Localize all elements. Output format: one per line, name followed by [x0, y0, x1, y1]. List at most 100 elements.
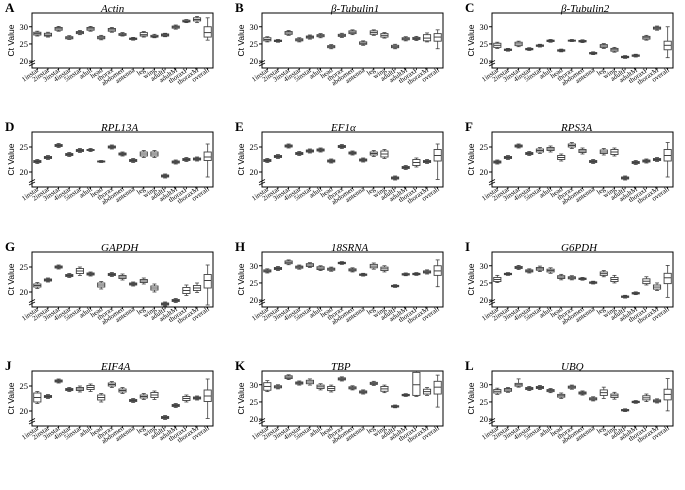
box-thoraxF [412, 272, 421, 276]
box-thoraxF [412, 35, 421, 41]
box-iqr [663, 272, 672, 285]
box-5instar [75, 148, 84, 153]
box-antenna [359, 272, 368, 277]
y-axis-label: Ct Value [236, 24, 246, 56]
y-axis-label: Ct Value [6, 382, 16, 414]
x-tick-label: leg [135, 424, 147, 436]
box-iqr [433, 380, 442, 395]
y-tick-label: 20 [20, 406, 29, 416]
box-abdomen [348, 150, 357, 156]
box-2instar [43, 277, 53, 283]
box-2instar [273, 39, 283, 43]
box-thoraxM [422, 32, 432, 43]
box-antenna [359, 157, 368, 163]
box-5instar [305, 378, 314, 386]
box-adultF [621, 55, 630, 59]
box-antenna [129, 281, 138, 287]
box-head [97, 281, 106, 290]
axis-break-mark [258, 60, 266, 67]
box-3instar [514, 40, 523, 48]
box-overall [433, 29, 442, 50]
box-3instar [54, 378, 63, 384]
box-adultM [631, 53, 640, 58]
y-tick-label: 30 [20, 22, 29, 32]
box-head [557, 153, 566, 162]
box-1instar [493, 41, 502, 49]
y-tick-label: 30 [480, 261, 489, 271]
box-wing [380, 265, 389, 273]
box-thoraxM [192, 156, 202, 162]
y-tick-label: 30 [250, 261, 259, 271]
box-adultM [171, 24, 180, 30]
box-thoraxM [652, 398, 662, 404]
box-2instar [273, 154, 283, 159]
box-leg [369, 380, 378, 386]
y-tick-label: 30 [250, 22, 259, 32]
box-leg [599, 270, 608, 278]
y-tick-label: 20 [250, 295, 259, 305]
y-axis-label: Ct Value [466, 143, 476, 175]
box-thoraxF [182, 394, 191, 403]
box-2instar [503, 48, 513, 52]
box-thoraxF [412, 370, 421, 397]
box-thorax [567, 142, 576, 149]
box-leg [369, 262, 378, 270]
box-thoraxM [652, 25, 662, 31]
box-overall [433, 143, 442, 180]
box-adultM [171, 403, 180, 408]
box-5instar [75, 266, 84, 276]
box-abdomen [348, 29, 357, 36]
y-axis-label: Ct Value [236, 263, 246, 295]
box-wing [380, 149, 389, 159]
box-thoraxM [652, 157, 662, 162]
box-head [557, 48, 566, 53]
axis-break-mark [488, 418, 496, 425]
box-adultF [391, 175, 400, 181]
x-tick-label: leg [595, 305, 607, 317]
box-1instar [263, 36, 272, 43]
box-antenna [589, 159, 598, 164]
y-tick-label: 25 [480, 142, 489, 152]
box-3instar [284, 259, 293, 266]
box-adult [546, 39, 555, 43]
box-leg [599, 386, 608, 399]
axis-break-mark [28, 179, 36, 186]
box-3instar [284, 30, 293, 36]
box-adultF [161, 415, 170, 420]
box-adult [316, 265, 325, 271]
axis-break-mark [488, 179, 496, 186]
box-adultM [401, 165, 410, 170]
y-axis-label: Ct Value [6, 24, 16, 56]
y-tick-label: 25 [250, 39, 259, 49]
box-overall [663, 265, 672, 298]
panel-label: B [235, 0, 244, 15]
box-thorax [337, 261, 346, 265]
x-tick-label: leg [365, 305, 377, 317]
y-tick-label: 25 [250, 142, 259, 152]
box-adultF [391, 404, 400, 409]
box-abdomen [578, 147, 587, 155]
box-thoraxM [422, 159, 432, 164]
box-leg [139, 393, 148, 400]
box-adultF [161, 173, 170, 179]
box-overall [203, 17, 212, 41]
y-tick-label: 25 [480, 278, 489, 288]
box-thoraxF [412, 157, 421, 168]
box-antenna [129, 398, 138, 403]
chart-title: UBQ [561, 361, 584, 373]
panel-label: H [235, 239, 245, 254]
box-4instar [525, 47, 534, 51]
box-5instar [75, 30, 84, 36]
y-tick-label: 20 [480, 295, 489, 305]
box-adultM [631, 291, 640, 296]
box-1instar [33, 30, 42, 37]
chart-title: GAPDH [101, 242, 139, 254]
box-adultM [631, 400, 640, 404]
panel-label: I [465, 239, 470, 254]
y-tick-label: 25 [20, 262, 29, 272]
chart-title: β-Tubulin2 [560, 3, 610, 15]
axis-break-mark [258, 179, 266, 186]
